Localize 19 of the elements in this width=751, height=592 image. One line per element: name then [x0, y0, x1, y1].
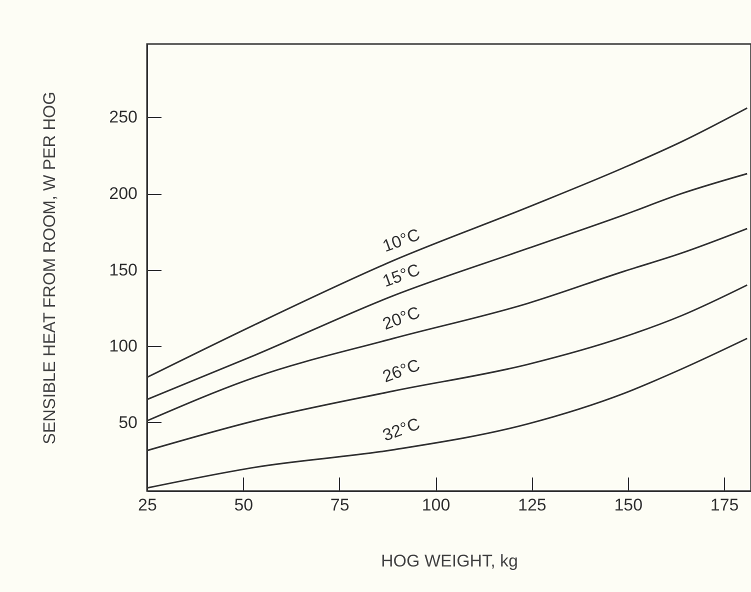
x-tick-label: 75: [330, 496, 350, 514]
x-tick-label: 100: [422, 496, 450, 514]
text: 32°C: [380, 414, 422, 446]
x-axis-title: HOG WEIGHT, kg: [381, 552, 518, 570]
text: 10°C: [380, 225, 422, 256]
y-tick-label: 150: [109, 260, 138, 280]
x-tick-label: 175: [710, 496, 739, 514]
x-tick-label: 150: [614, 496, 643, 514]
y-tick-label: 100: [109, 336, 138, 356]
y-tick-label: 50: [118, 412, 138, 432]
y-tick-label: 250: [109, 108, 138, 127]
x-tick-label: 25: [138, 496, 157, 514]
text: 26°C: [380, 355, 422, 386]
x-tick-label: 50: [234, 496, 254, 514]
y-axis-title: SENSIBLE HEAT FROM ROOM, W PER HOG: [40, 92, 60, 444]
y-tick-label: 200: [109, 184, 138, 204]
text: 20°C: [380, 302, 422, 334]
x-tick-label: 125: [518, 496, 546, 514]
text: 15°C: [380, 260, 422, 291]
